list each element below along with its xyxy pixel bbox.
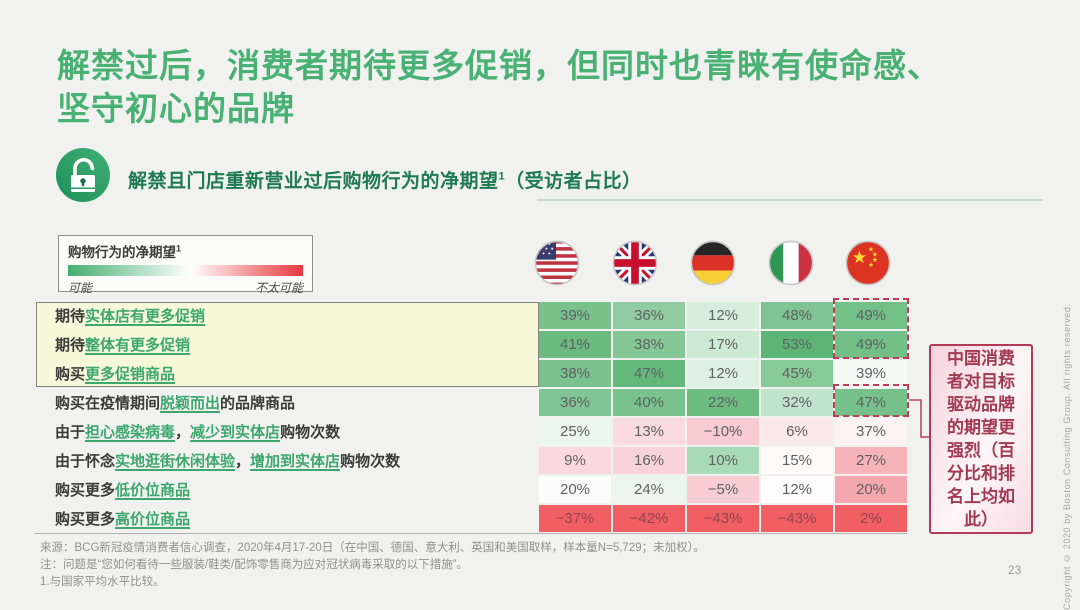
heat-cell: −43% xyxy=(761,505,833,532)
heat-cell: 36% xyxy=(613,302,685,329)
heat-cell: 10% xyxy=(687,447,759,474)
us-flag-icon xyxy=(534,240,580,286)
row-label: 由于怀念 实地逛街休闲体验，增加到实体店 购物次数 xyxy=(55,453,401,470)
heat-cell: 39% xyxy=(835,360,907,387)
unlocked-padlock-icon xyxy=(55,147,111,203)
heat-cell: 12% xyxy=(687,360,759,387)
heat-cell: 24% xyxy=(613,476,685,503)
row-label: 购买更多 高价位商品 xyxy=(55,511,191,528)
heat-cell: 16% xyxy=(613,447,685,474)
divider-line xyxy=(537,199,1043,201)
heat-cell: 38% xyxy=(613,331,685,358)
heat-cell: 9% xyxy=(539,447,611,474)
page-number: 23 xyxy=(1008,563,1022,577)
heat-cell: 13% xyxy=(613,418,685,445)
heat-cell: 32% xyxy=(761,389,833,416)
heat-cell: −5% xyxy=(687,476,759,503)
germany-flag-icon xyxy=(690,240,736,286)
heat-cell: 39% xyxy=(539,302,611,329)
heat-cell: −43% xyxy=(687,505,759,532)
heat-cell: 40% xyxy=(613,389,685,416)
heat-cell: 22% xyxy=(687,389,759,416)
subtitle-text: 解禁且门店重新营业过后购物行为的净期望 xyxy=(128,171,499,192)
chart-subtitle: 解禁且门店重新营业过后购物行为的净期望1（受访者占比） xyxy=(128,166,642,193)
table-bottom-rule xyxy=(35,533,907,534)
expectation-table: 期待 实体店有更多促销 39% 36% 12% 48% 49% 期待 整体有更多促销 41% 38%… xyxy=(35,302,907,532)
heat-cell: 48% xyxy=(761,302,833,329)
note-line: 1.与国家平均水平比较。 xyxy=(40,576,165,588)
heat-cell: 12% xyxy=(687,302,759,329)
promo-rows-highlight-box xyxy=(36,302,539,387)
source-notes: 来源：BCG新冠疫情消费者信心调查，2020年4月17-20日（在中国、德国、意… xyxy=(40,540,705,591)
row-label: 期待 实体店有更多促销 xyxy=(55,308,206,325)
china-highlight-dashed-box-top xyxy=(833,298,909,359)
row-label: 购买在疫情期间 脱颖而出 的品牌商品 xyxy=(55,395,296,412)
svg-text:★: ★ xyxy=(872,256,878,264)
heat-cell: 47% xyxy=(835,389,907,416)
legend-gradient-bar xyxy=(68,265,303,276)
heat-cell: 41% xyxy=(539,331,611,358)
heat-cell: 20% xyxy=(539,476,611,503)
legend-label-unlikely: 不太可能 xyxy=(254,281,303,295)
heat-cell: 49% xyxy=(835,331,907,358)
heat-cell: 38% xyxy=(539,360,611,387)
svg-text:★: ★ xyxy=(872,250,878,258)
note-line: 注：问题是“您如何看待一些服装/鞋类/配饰零售商为应对冠状病毒采取的以下措施”。 xyxy=(40,559,469,571)
row-label: 期待 整体有更多促销 xyxy=(55,337,191,354)
note-line: 来源：BCG新冠疫情消费者信心调查，2020年4月17-20日（在中国、德国、意… xyxy=(40,542,705,554)
china-annotation-text: 中国消费者对目标驱动品牌的期望更强烈（百分比和排名上均如此） xyxy=(947,349,1015,529)
heat-cell: 27% xyxy=(835,447,907,474)
subtitle-footnote-marker: 1 xyxy=(498,170,506,183)
heat-cell: 25% xyxy=(539,418,611,445)
heat-cell: 15% xyxy=(761,447,833,474)
svg-text:★: ★ xyxy=(868,246,874,254)
subtitle-tail: （受访者占比） xyxy=(505,171,642,192)
heat-cell: 37% xyxy=(835,418,907,445)
net-expectation-legend: 购物行为的净期望1 可能 不太可能 xyxy=(58,235,313,295)
heat-cell: −10% xyxy=(687,418,759,445)
heat-cell: 45% xyxy=(761,360,833,387)
heat-cell: 17% xyxy=(687,331,759,358)
china-highlight-dashed-box-bottom xyxy=(833,384,909,417)
legend-title: 购物行为的净期望1 xyxy=(68,243,182,261)
svg-text:★: ★ xyxy=(868,261,874,269)
heat-cell: 12% xyxy=(761,476,833,503)
page-title: 解禁过后，消费者期待更多促销，但同时也青睐有使命感、 坚守初心的品牌 xyxy=(57,47,941,127)
uk-flag-icon xyxy=(612,240,658,286)
heat-cell: −37% xyxy=(539,505,611,532)
copyright-vertical-text: Copyright © 2020 by Boston Consulting Gr… xyxy=(1062,303,1072,610)
heat-cell: 2% xyxy=(835,505,907,532)
heat-cell: −42% xyxy=(613,505,685,532)
legend-label-likely: 可能 xyxy=(68,281,93,295)
heat-cell: 53% xyxy=(761,331,833,358)
row-label: 由于 担心感染病毒，减少到实体店 购物次数 xyxy=(55,424,341,441)
row-label: 购买 更多促销商品 xyxy=(55,366,176,383)
svg-text:★: ★ xyxy=(852,248,867,268)
china-annotation-box: 中国消费者对目标驱动品牌的期望更强烈（百分比和排名上均如此） xyxy=(929,344,1033,534)
heat-cell: 36% xyxy=(539,389,611,416)
china-flag-icon: ★ ★ ★ ★ ★ xyxy=(845,240,891,286)
italy-flag-icon xyxy=(768,240,814,286)
row-label: 购买更多 低价位商品 xyxy=(55,482,191,499)
heat-cell: 6% xyxy=(761,418,833,445)
heat-cell: 20% xyxy=(835,476,907,503)
heat-cell: 49% xyxy=(835,302,907,329)
heat-cell: 47% xyxy=(613,360,685,387)
